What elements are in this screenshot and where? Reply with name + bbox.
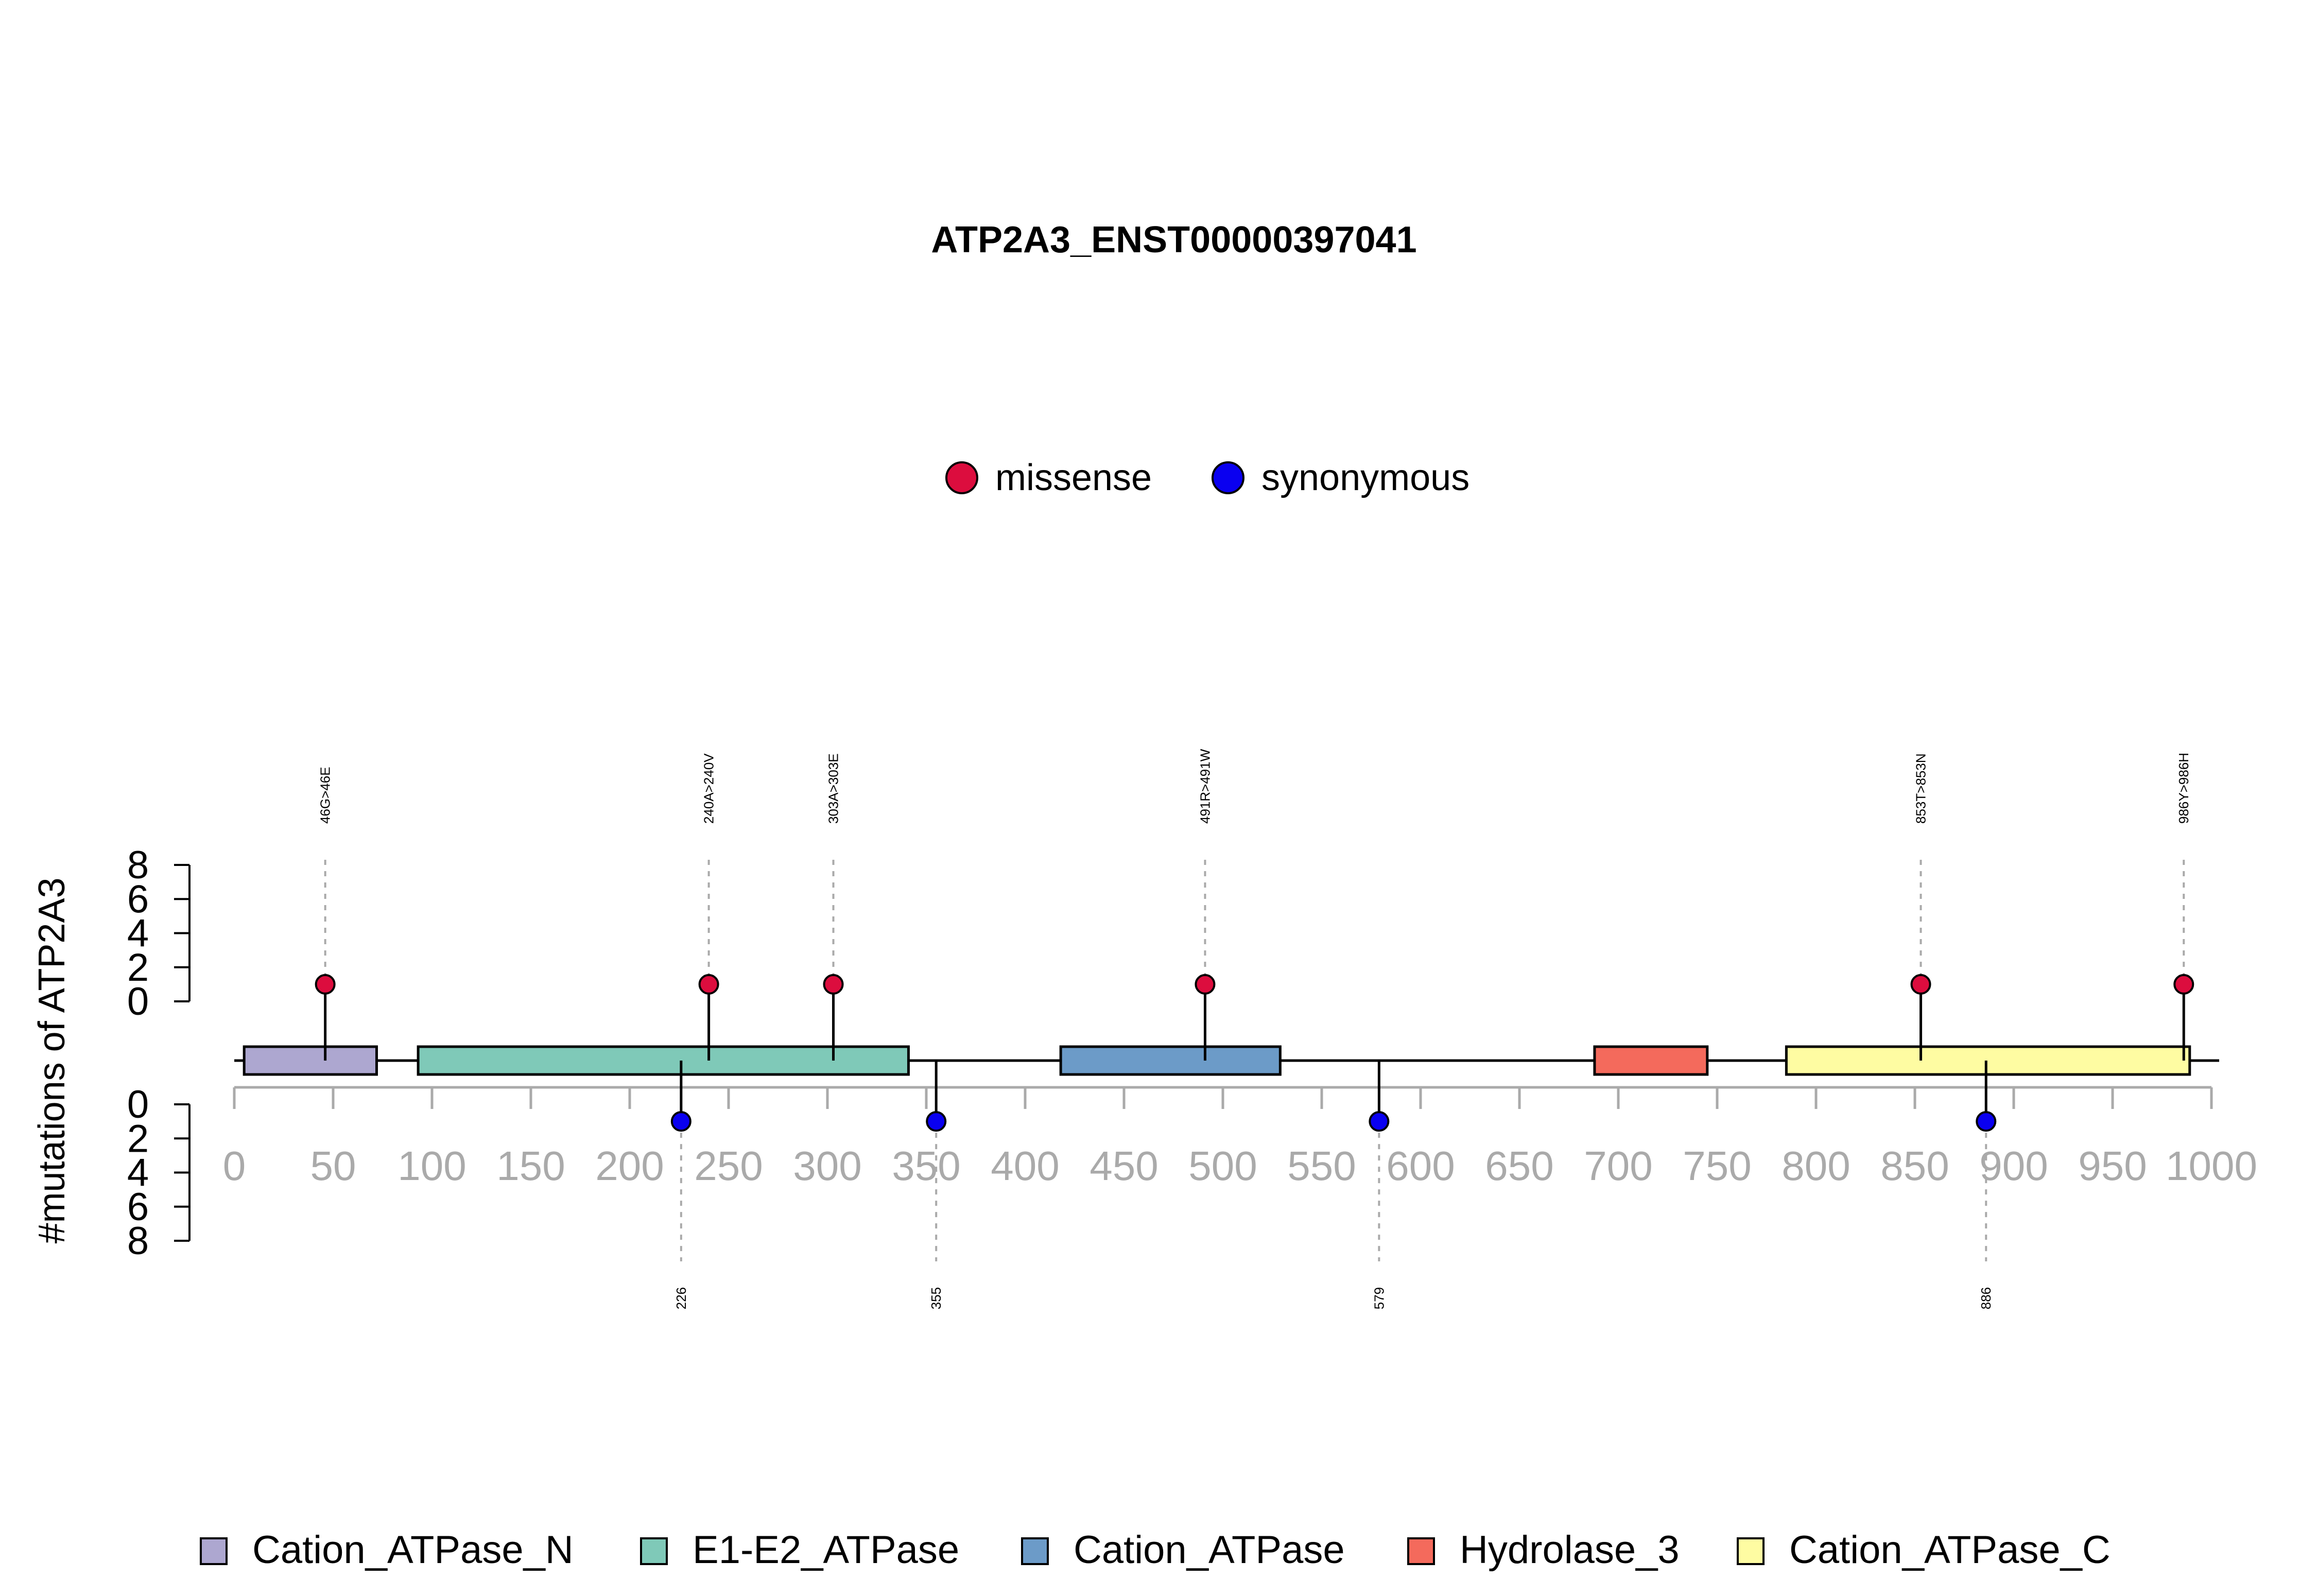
x-tick-label-850: 850 <box>1880 1143 1949 1189</box>
x-tick-label-0: 0 <box>223 1143 246 1189</box>
legend-label-synonymous: synonymous <box>1261 457 1469 498</box>
domain-legend: Cation_ATPase_N E1-E2_ATPase Cation_ATPase… <box>200 1528 2111 1572</box>
x-tick-label-650: 650 <box>1485 1143 1553 1189</box>
legend-swatch-Cation_ATPase_C <box>1737 1537 1765 1565</box>
mutation-label-491: 491R>491W <box>1197 749 1213 824</box>
mutation-label-886: 886 <box>1978 1287 1994 1309</box>
mutation-label-240: 240A>240V <box>701 753 717 824</box>
x-tick-label-50: 50 <box>310 1143 356 1189</box>
y-tick-label-upper-8: 8 <box>127 843 149 887</box>
domain-boxes <box>243 1045 2191 1076</box>
chart-title: ATP2A3_ENST00000397041 <box>931 219 1416 261</box>
x-tick-label-200: 200 <box>595 1143 664 1189</box>
x-tick-label-100: 100 <box>397 1143 466 1189</box>
mutation-point-579 <box>1369 1111 1390 1132</box>
mutation-point-886 <box>1976 1111 1997 1132</box>
x-tick-label-350: 350 <box>892 1143 960 1189</box>
mutation-point-226 <box>670 1111 691 1132</box>
domain-Cation_ATPase_N <box>243 1045 378 1076</box>
y-tick-label-upper-6: 6 <box>127 877 149 921</box>
x-tick-label-150: 150 <box>496 1143 565 1189</box>
legend-label-Cation_ATPase_C: Cation_ATPase_C <box>1789 1528 2111 1572</box>
y-tick-label-lower-0: 0 <box>127 1083 149 1126</box>
mutation-label-303: 303A>303E <box>826 753 841 824</box>
x-tick-label-450: 450 <box>1090 1143 1158 1189</box>
y-tick-label-upper-0: 0 <box>127 980 149 1023</box>
mutation-label-355: 355 <box>928 1287 944 1309</box>
mutation-label-46: 46G>46E <box>318 767 333 824</box>
x-tick-label-250: 250 <box>694 1143 763 1189</box>
mutation-point-853 <box>1910 974 1931 995</box>
mutation-label-226: 226 <box>673 1287 689 1309</box>
x-tick-label-550: 550 <box>1287 1143 1356 1189</box>
legend-swatch-Hydrolase_3 <box>1407 1537 1435 1565</box>
x-axis: 0 50 100 150 200 250 300 350 400 450 500 550 600 650 7… <box>223 1086 2257 1189</box>
y-tick-label-upper-2: 2 <box>127 946 149 990</box>
domain-Cation_ATPase <box>1059 1045 1282 1076</box>
x-tick-label-700: 700 <box>1584 1143 1652 1189</box>
legend-swatch-E1-E2_ATPase <box>640 1537 668 1565</box>
y-tick-label-upper-4: 4 <box>127 912 149 956</box>
mutation-point-240 <box>698 974 719 995</box>
mutation-point-46 <box>315 974 336 995</box>
domain-Hydrolase_3 <box>1593 1045 1709 1076</box>
legend-marker-missense <box>945 461 978 494</box>
x-tick-label-300: 300 <box>793 1143 861 1189</box>
y-tick-label-lower-2: 2 <box>127 1117 149 1160</box>
legend-label-missense: missense <box>995 457 1152 498</box>
mutation-label-986: 986Y>986H <box>2176 753 2191 824</box>
x-tick-label-800: 800 <box>1782 1143 1850 1189</box>
mutation-point-986 <box>2173 974 2194 995</box>
mutation-legend: missense synonymous <box>945 457 1469 498</box>
x-tick-label-1000: 1000 <box>2166 1143 2257 1189</box>
legend-label-Cation_ATPase_N: Cation_ATPase_N <box>252 1528 574 1572</box>
y-tick-label-lower-4: 4 <box>127 1151 149 1195</box>
x-tick-label-750: 750 <box>1683 1143 1751 1189</box>
x-tick-label-500: 500 <box>1188 1143 1257 1189</box>
legend-label-Hydrolase_3: Hydrolase_3 <box>1460 1528 1680 1572</box>
x-tick-label-600: 600 <box>1386 1143 1455 1189</box>
x-tick-label-400: 400 <box>991 1143 1059 1189</box>
domain-Cation_ATPase_C <box>1785 1045 2191 1076</box>
y-tick-label-lower-8: 8 <box>127 1219 149 1263</box>
mutation-label-579: 579 <box>1371 1287 1387 1309</box>
legend-label-E1-E2_ATPase: E1-E2_ATPase <box>693 1528 959 1572</box>
mutation-point-491 <box>1195 974 1216 995</box>
mutation-point-303 <box>823 974 844 995</box>
x-tick-label-900: 900 <box>1979 1143 2048 1189</box>
mutation-label-853: 853T>853N <box>1913 753 1929 824</box>
legend-swatch-Cation_ATPase_N <box>200 1537 228 1565</box>
mutation-lollipops: 46G>46E 240A>240V 303A>303E 491R>491W 853T>8… <box>315 749 2194 1309</box>
mutation-point-355 <box>926 1111 947 1132</box>
legend-swatch-Cation_ATPase <box>1021 1537 1049 1565</box>
y-axis-label: #mutations of ATP2A3 <box>31 877 73 1243</box>
legend-label-Cation_ATPase: Cation_ATPase <box>1074 1528 1345 1572</box>
y-tick-label-lower-6: 6 <box>127 1185 149 1229</box>
x-tick-label-950: 950 <box>2078 1143 2147 1189</box>
domain-E1-E2_ATPase <box>417 1045 910 1076</box>
legend-marker-synonymous <box>1212 461 1244 494</box>
